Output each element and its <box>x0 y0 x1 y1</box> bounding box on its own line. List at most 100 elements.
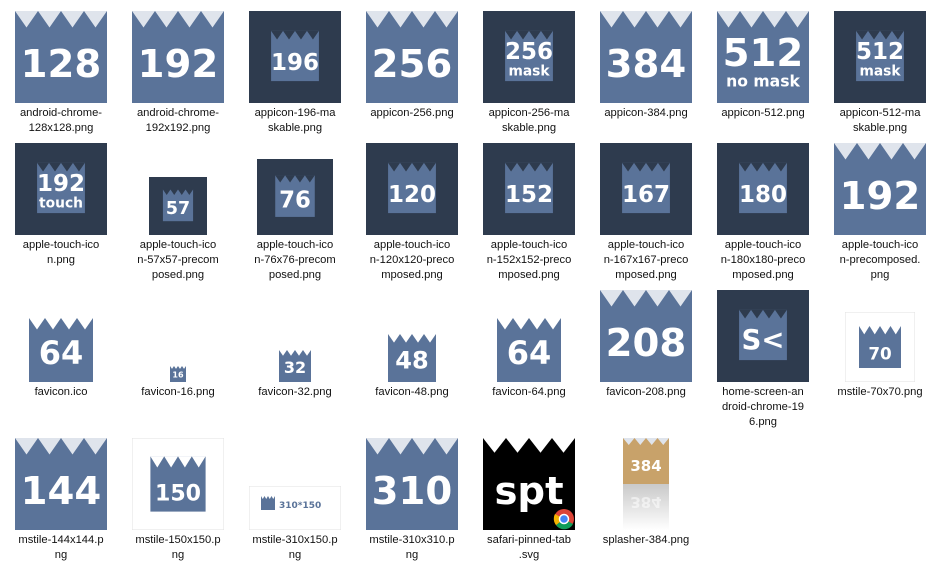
file-item[interactable]: 16 favicon-16.png <box>120 291 236 441</box>
file-item[interactable]: spt safari-pinned-tab .svg <box>471 437 587 587</box>
file-name: favicon-208.png <box>606 386 686 398</box>
file-item[interactable]: 256 mask appicon-256-ma skable.png <box>471 11 587 162</box>
file-thumbnail: 167 <box>588 143 704 235</box>
file-item[interactable]: 310*150 mstile-310x150.p ng <box>237 437 353 587</box>
file-item[interactable]: 32 favicon-32.png <box>237 291 353 441</box>
file-item[interactable]: 180 apple-touch-ico n-180x180-preco mpose… <box>705 143 821 294</box>
icon-number: S< <box>742 323 785 356</box>
icon-preview: 384 384 <box>623 438 669 530</box>
icon-preview: 167 <box>600 143 692 235</box>
file-item[interactable]: 57 apple-touch-ico n-57x57-precom posed.p… <box>120 144 236 294</box>
file-item[interactable]: 208 favicon-208.png <box>588 290 704 441</box>
file-item[interactable]: 192 android-chrome- 192x192.png <box>120 11 236 162</box>
file-item[interactable]: 152 apple-touch-ico n-152x152-preco mpose… <box>471 143 587 294</box>
file-name: favicon-64.png <box>492 386 566 398</box>
file-name: apple-touch-ico n-120x120-preco mposed.p… <box>369 239 455 281</box>
file-name: splasher-384.png <box>602 534 690 546</box>
file-item[interactable]: 512 mask appicon-512-ma skable.png <box>822 11 936 162</box>
file-item[interactable]: 64 favicon.ico <box>3 291 119 441</box>
icon-preview: 48 <box>388 334 436 382</box>
icon-number: spt <box>494 469 563 514</box>
icon-preview: 192 <box>834 143 926 235</box>
file-name: favicon-48.png <box>375 386 449 398</box>
file-name: appicon-512-ma skable.png <box>839 107 921 134</box>
file-item[interactable]: 196 appicon-196-ma skable.png <box>237 11 353 162</box>
icon-number: 192 <box>138 42 219 87</box>
file-thumbnail: 512 no mask <box>705 11 821 103</box>
file-item[interactable]: 120 apple-touch-ico n-120x120-preco mpose… <box>354 143 470 294</box>
file-thumbnail: 192 touch <box>3 143 119 235</box>
icon-number: 76 <box>279 188 311 214</box>
file-thumbnail: 152 <box>471 143 587 235</box>
file-thumbnail: 310 <box>354 437 470 530</box>
file-item[interactable]: 256 appicon-256.png <box>354 11 470 162</box>
file-item[interactable]: 192 touch apple-touch-ico n.png <box>3 143 119 294</box>
icon-preview: 310*150 <box>249 486 341 530</box>
chrome-badge-icon <box>553 509 574 530</box>
file-name: appicon-256.png <box>370 107 454 119</box>
file-name: apple-touch-ico n-152x152-preco mposed.p… <box>486 239 572 281</box>
file-item[interactable]: 48 favicon-48.png <box>354 291 470 441</box>
file-item[interactable]: 128 android-chrome- 128x128.png <box>3 11 119 162</box>
file-thumbnail: 208 <box>588 290 704 382</box>
icon-number: 152 <box>505 182 553 208</box>
file-name: mstile-310x150.p ng <box>252 534 338 561</box>
file-item[interactable]: 64 favicon-64.png <box>471 291 587 441</box>
icon-number: 64 <box>39 334 84 372</box>
file-thumbnail: 192 <box>120 11 236 103</box>
file-thumbnail: 48 <box>354 291 470 382</box>
file-name: mstile-310x310.p ng <box>369 534 455 561</box>
icon-subtext: touch <box>39 195 83 211</box>
icon-preview: 152 <box>483 143 575 235</box>
file-thumbnail: 64 <box>471 291 587 382</box>
file-name: mstile-144x144.p ng <box>18 534 104 561</box>
file-item[interactable]: 150 mstile-150x150.p ng <box>120 437 236 587</box>
file-thumbnail: S< <box>705 290 821 382</box>
icon-subtext: mask <box>859 63 901 79</box>
file-name: favicon.ico <box>34 386 88 398</box>
file-item[interactable]: 70 mstile-70x70.png <box>822 291 936 441</box>
icon-preview: 64 <box>497 318 561 382</box>
file-thumbnail: 32 <box>237 291 353 382</box>
file-thumbnail: 256 <box>354 11 470 103</box>
icon-preview: 144 <box>15 438 107 530</box>
icon-subtext: no mask <box>726 71 800 90</box>
icon-preview: 16 <box>170 366 186 382</box>
file-item[interactable]: 310 mstile-310x310.p ng <box>354 437 470 587</box>
file-thumbnail: 64 <box>3 291 119 382</box>
file-name: apple-touch-ico n-167x167-preco mposed.p… <box>603 239 689 281</box>
file-item[interactable]: 384 384 splasher-384.png <box>588 437 704 587</box>
file-name: appicon-196-ma skable.png <box>254 107 336 134</box>
file-thumbnail: 256 mask <box>471 11 587 103</box>
icon-number: 310 <box>372 469 453 514</box>
file-item[interactable]: S< home-screen-an droid-chrome-19 6.png <box>705 290 821 441</box>
icon-number: 256 <box>505 39 553 65</box>
file-name: appicon-256-ma skable.png <box>488 107 570 134</box>
file-thumbnail: 16 <box>120 291 236 382</box>
file-item[interactable]: 167 apple-touch-ico n-167x167-preco mpose… <box>588 143 704 294</box>
file-thumbnail: 120 <box>354 143 470 235</box>
file-item[interactable]: 144 mstile-144x144.p ng <box>3 437 119 587</box>
file-thumbnail: 180 <box>705 143 821 235</box>
file-item[interactable]: 384 appicon-384.png <box>588 11 704 162</box>
file-name: home-screen-an droid-chrome-19 6.png <box>721 386 805 428</box>
file-item[interactable]: 192 apple-touch-ico n-precomposed. png <box>822 143 936 294</box>
icon-number: 64 <box>507 334 552 372</box>
file-item[interactable]: 76 apple-touch-ico n-76x76-precom posed.p… <box>237 144 353 294</box>
file-name: favicon-32.png <box>258 386 332 398</box>
file-name: appicon-512.png <box>721 107 805 119</box>
file-name: android-chrome- 128x128.png <box>19 107 103 134</box>
icon-number: 512 <box>856 39 904 65</box>
file-name: favicon-16.png <box>141 386 215 398</box>
file-thumbnail: 196 <box>237 11 353 103</box>
file-name: safari-pinned-tab .svg <box>487 534 571 561</box>
icon-preview: S< <box>717 290 809 382</box>
icon-number: 167 <box>622 182 670 208</box>
file-name: apple-touch-ico n-precomposed. png <box>839 239 921 281</box>
file-item[interactable]: 512 no mask appicon-512.png <box>705 11 821 162</box>
file-thumbnail: 310*150 <box>237 437 353 530</box>
icon-number: 144 <box>21 469 102 514</box>
icon-preview: 120 <box>366 143 458 235</box>
